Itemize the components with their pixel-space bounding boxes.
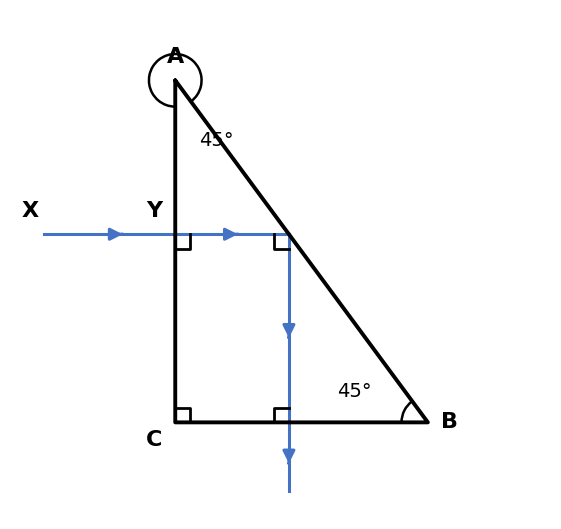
Text: Y: Y — [146, 201, 162, 221]
Text: B: B — [441, 413, 458, 432]
Text: C: C — [146, 430, 162, 450]
Text: A: A — [167, 47, 184, 67]
Text: 45°: 45° — [337, 382, 371, 402]
Text: X: X — [21, 201, 39, 221]
Text: 45°: 45° — [199, 131, 233, 150]
